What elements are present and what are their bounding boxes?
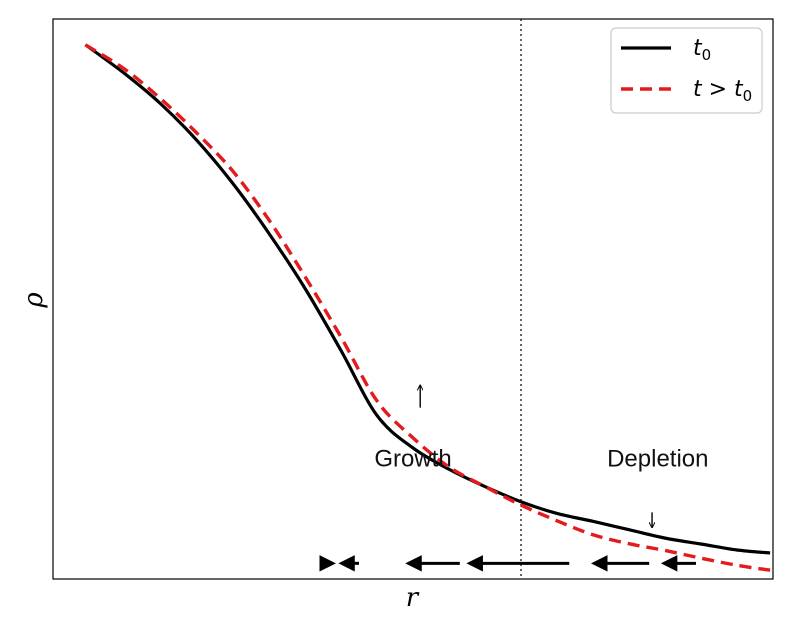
series-line-t0: [84, 43, 771, 555]
growth-label: Growth: [374, 446, 451, 473]
shift-markers: [420, 386, 652, 527]
plot-frame: [52, 18, 774, 580]
legend-label-t0: t0: [693, 36, 711, 64]
legend: t0 t > t0: [610, 27, 763, 114]
series-line-t-gt-t0: [84, 43, 771, 572]
depletion-label: Depletion: [607, 446, 708, 473]
x-axis-label: r: [406, 583, 420, 613]
y-axis-label: ρ: [19, 292, 49, 309]
legend-label-t-gt-t0: t > t0: [693, 77, 752, 105]
